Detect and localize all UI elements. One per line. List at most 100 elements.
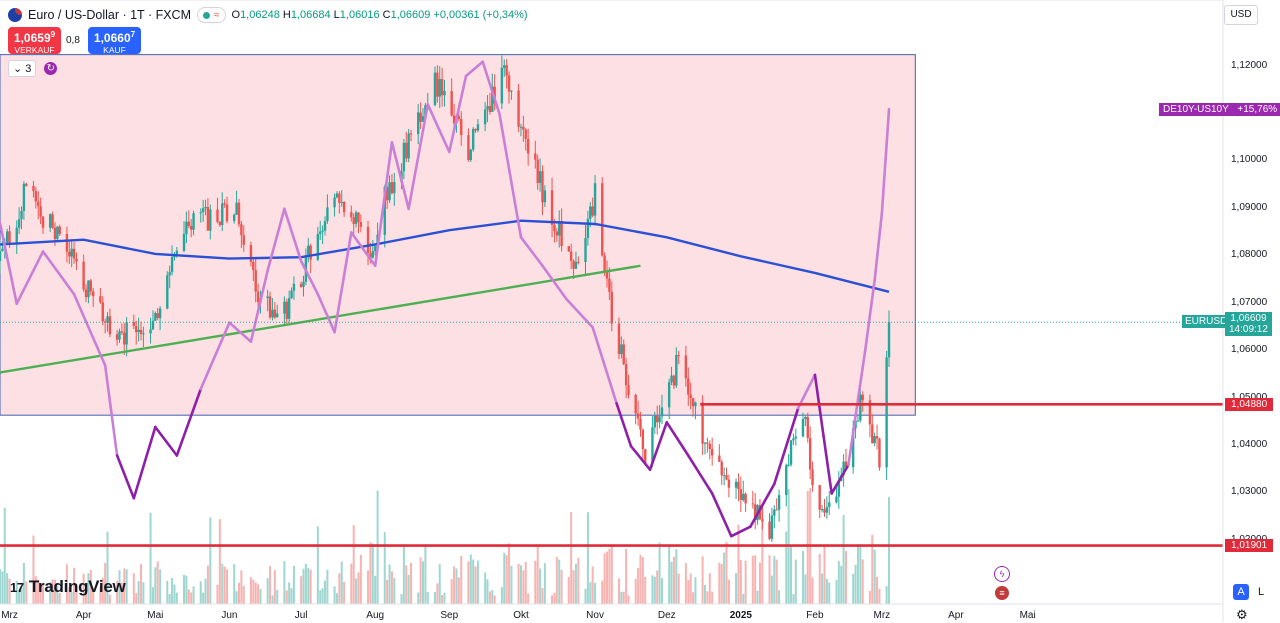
volume-bar xyxy=(567,577,570,604)
candle-body xyxy=(761,519,764,522)
volume-bar xyxy=(718,562,721,604)
spread-segment xyxy=(615,402,633,448)
candle-body xyxy=(48,214,52,228)
refresh-icon[interactable]: ↻ xyxy=(44,62,58,75)
candle-body xyxy=(603,255,606,272)
candle-body xyxy=(170,257,174,273)
volume-bar xyxy=(125,569,128,604)
candle-body xyxy=(233,214,236,222)
price-tick-label: 1,10000 xyxy=(1231,154,1268,166)
currency-button[interactable]: USD xyxy=(1224,5,1258,25)
volume-bar xyxy=(436,583,439,604)
log-scale-button[interactable]: L xyxy=(1257,586,1265,598)
spread-segment xyxy=(686,454,714,495)
spread-segment xyxy=(41,250,76,296)
indicator-collapse-button[interactable]: ⌄ 3 xyxy=(8,60,37,77)
volume-bar xyxy=(233,564,236,604)
volume-bar xyxy=(856,544,859,604)
volume-bar xyxy=(352,525,355,604)
volume-bar xyxy=(49,582,52,604)
candle-body xyxy=(407,133,410,159)
volume-bar xyxy=(309,569,312,604)
volume-bar xyxy=(376,490,379,604)
volume-bars xyxy=(0,488,891,604)
sell-button[interactable]: 1,06599 VERKAUF xyxy=(8,27,61,55)
candle-body xyxy=(25,183,28,186)
volume-bar xyxy=(603,553,606,604)
volume-bar xyxy=(670,561,673,604)
candle-body xyxy=(641,429,645,450)
candle-body xyxy=(538,171,542,184)
volume-bar xyxy=(104,562,107,604)
volume-bar xyxy=(586,512,589,604)
buy-price: 1,0660 xyxy=(93,31,131,45)
buy-button[interactable]: 1,06607 KAUF xyxy=(88,27,141,55)
volume-bar xyxy=(142,582,145,604)
time-tick-label: Mrz xyxy=(873,610,891,621)
volume-bar xyxy=(199,581,202,604)
candle-body xyxy=(483,109,487,125)
candle-body xyxy=(825,506,829,513)
volume-bar xyxy=(503,552,506,604)
candle-body xyxy=(808,438,812,470)
spread-tag-change: +15,76% xyxy=(1237,103,1278,115)
volume-bar xyxy=(235,591,238,604)
volume-bar xyxy=(694,577,697,604)
candle-body xyxy=(667,382,671,408)
volume-bar xyxy=(426,592,429,604)
volume-bar xyxy=(620,591,623,604)
candle-body xyxy=(201,208,205,213)
candle-body xyxy=(187,221,190,226)
volume-bar xyxy=(720,564,723,604)
ohlc-high-key: H xyxy=(282,9,291,21)
events-flag-icon[interactable]: ≡ xyxy=(994,585,1010,601)
candle-body xyxy=(691,398,695,407)
volume-bar xyxy=(252,579,255,604)
spread-segment xyxy=(350,231,377,268)
volume-bar xyxy=(641,557,644,604)
logo-text: TradingView xyxy=(28,577,126,596)
candle-body xyxy=(708,443,711,450)
volume-bar xyxy=(845,550,847,604)
candle-body xyxy=(326,207,329,222)
spread-segment xyxy=(519,235,544,268)
candle-body xyxy=(737,481,740,490)
candle-body xyxy=(636,413,640,419)
candle-body xyxy=(871,424,874,444)
ohlc-close-value: 1,06609 xyxy=(390,9,431,21)
auto-scale-button[interactable]: A xyxy=(1233,584,1249,600)
volume-bar xyxy=(137,581,140,604)
volume-bar xyxy=(804,574,807,604)
volume-bar xyxy=(87,573,90,604)
volume-bar xyxy=(53,579,56,604)
lightning-icon[interactable]: ϟ xyxy=(994,566,1010,582)
candle-body xyxy=(316,234,320,260)
tradingview-logo[interactable]: 17 TradingView xyxy=(10,577,126,597)
settings-gear-icon[interactable]: ⚙ xyxy=(1236,607,1248,622)
volume-bar xyxy=(159,569,162,604)
volume-bar xyxy=(792,594,795,604)
candle-body xyxy=(777,495,781,510)
volume-bar xyxy=(527,593,530,604)
volume-bar xyxy=(754,555,757,604)
volume-bar xyxy=(541,588,544,604)
candle-body xyxy=(182,233,186,251)
candle-body xyxy=(225,204,229,222)
volume-bar xyxy=(75,584,78,604)
symbol-title[interactable]: Euro / US-Dollar · 1T · FXCM xyxy=(28,8,191,22)
volume-bar xyxy=(223,566,226,604)
volume-bar xyxy=(407,574,410,604)
volume-bar xyxy=(422,561,424,604)
candle-body xyxy=(342,201,346,213)
spread-segment xyxy=(863,278,876,353)
trend-line[interactable] xyxy=(0,264,641,374)
volume-bar xyxy=(859,546,862,604)
time-tick-label: Apr xyxy=(948,610,964,621)
ohlc-low-value: 1,06016 xyxy=(339,9,380,21)
candle-body xyxy=(321,230,324,232)
candle-body xyxy=(17,219,21,228)
spread-line xyxy=(0,60,891,538)
volume-bar xyxy=(20,586,23,604)
market-status-pill[interactable]: ≈ xyxy=(197,7,226,23)
